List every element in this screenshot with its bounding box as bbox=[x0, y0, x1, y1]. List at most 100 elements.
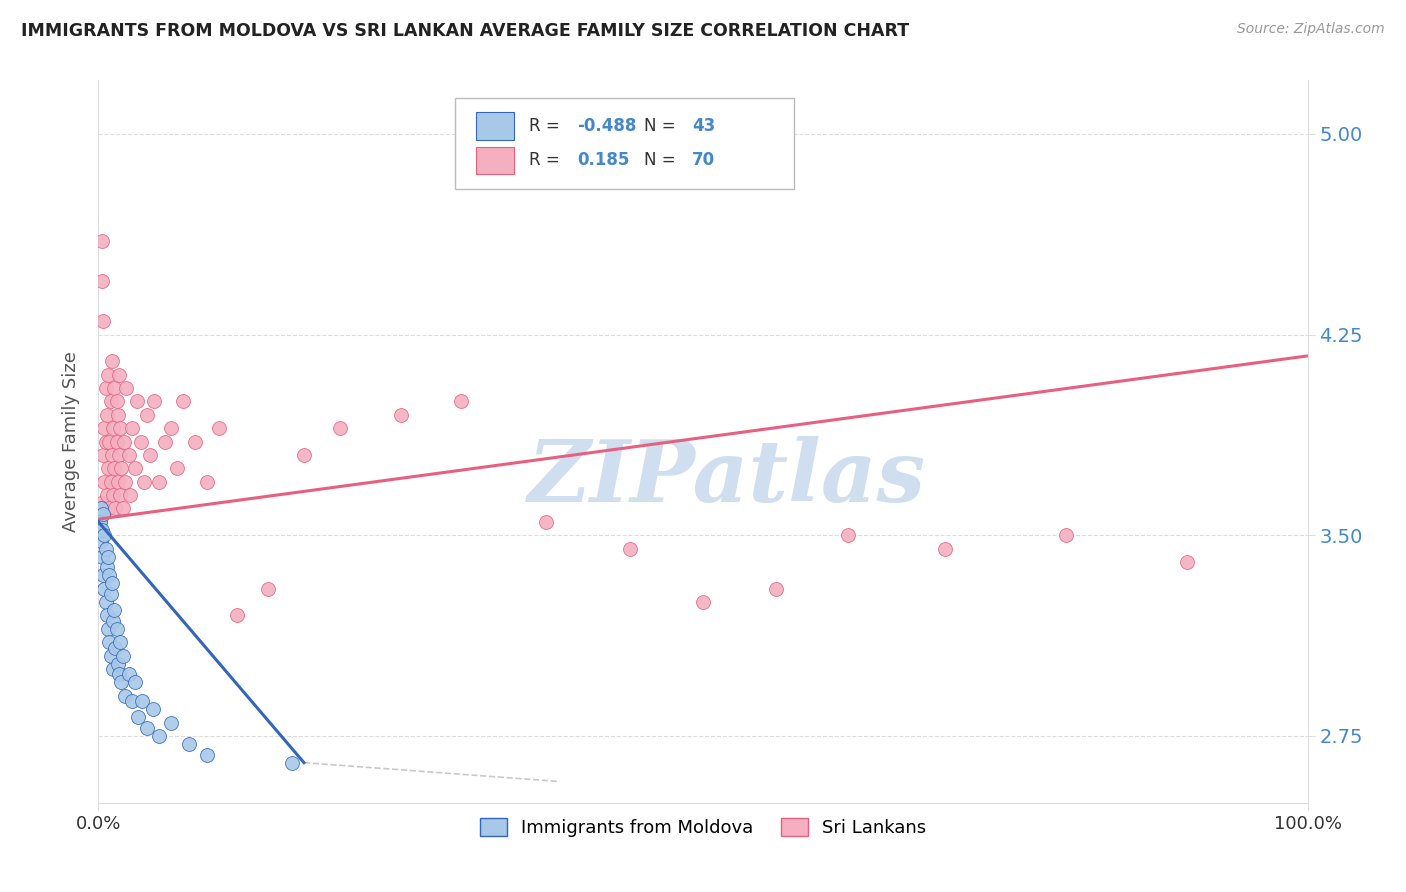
Point bbox=[135, 408, 157, 422]
Point bbox=[160, 715, 183, 730]
Point bbox=[139, 448, 162, 462]
Point bbox=[94, 595, 117, 609]
Point bbox=[91, 234, 114, 248]
Point bbox=[127, 710, 149, 724]
Point bbox=[90, 496, 112, 510]
Point bbox=[97, 461, 120, 475]
Point bbox=[389, 408, 412, 422]
Point bbox=[103, 461, 125, 475]
Point bbox=[111, 501, 134, 516]
Point bbox=[101, 614, 124, 628]
Point bbox=[91, 507, 114, 521]
Point bbox=[100, 354, 122, 368]
Point bbox=[692, 595, 714, 609]
Point bbox=[118, 448, 141, 462]
Point bbox=[93, 475, 115, 489]
Point bbox=[91, 568, 114, 582]
Point bbox=[97, 368, 120, 382]
Point bbox=[837, 528, 859, 542]
Text: Source: ZipAtlas.com: Source: ZipAtlas.com bbox=[1237, 22, 1385, 37]
Point bbox=[89, 515, 111, 529]
Point bbox=[208, 421, 231, 435]
Point bbox=[934, 541, 956, 556]
Point bbox=[98, 434, 121, 449]
Point bbox=[93, 528, 115, 542]
Point bbox=[619, 541, 641, 556]
Point bbox=[124, 461, 146, 475]
Point bbox=[450, 394, 472, 409]
Point bbox=[93, 421, 115, 435]
Point bbox=[166, 461, 188, 475]
Point bbox=[103, 381, 125, 395]
Point bbox=[115, 381, 138, 395]
Point bbox=[1175, 555, 1198, 569]
Point bbox=[108, 488, 131, 502]
Point bbox=[91, 274, 114, 288]
Point bbox=[195, 475, 218, 489]
Point bbox=[292, 448, 315, 462]
Text: 70: 70 bbox=[692, 152, 716, 169]
Point bbox=[114, 689, 136, 703]
Point bbox=[100, 576, 122, 591]
FancyBboxPatch shape bbox=[456, 98, 793, 189]
Point bbox=[96, 488, 118, 502]
Text: ZIPatlas: ZIPatlas bbox=[529, 436, 927, 519]
Point bbox=[94, 381, 117, 395]
Point bbox=[108, 667, 131, 681]
Point bbox=[256, 582, 278, 596]
Point bbox=[104, 501, 127, 516]
Point bbox=[101, 421, 124, 435]
Bar bbox=[475, 147, 515, 174]
Point bbox=[195, 747, 218, 762]
Bar bbox=[475, 112, 515, 139]
Point bbox=[100, 394, 122, 409]
Point bbox=[534, 515, 557, 529]
Point bbox=[105, 622, 128, 636]
Point bbox=[111, 648, 134, 663]
Point bbox=[107, 408, 129, 422]
Text: IMMIGRANTS FROM MOLDOVA VS SRI LANKAN AVERAGE FAMILY SIZE CORRELATION CHART: IMMIGRANTS FROM MOLDOVA VS SRI LANKAN AV… bbox=[21, 22, 910, 40]
Point bbox=[100, 587, 122, 601]
Point bbox=[108, 635, 131, 649]
Point bbox=[105, 434, 128, 449]
Point bbox=[112, 434, 135, 449]
Point bbox=[98, 568, 121, 582]
Point bbox=[98, 501, 121, 516]
Point bbox=[101, 488, 124, 502]
Point bbox=[101, 662, 124, 676]
Point bbox=[108, 448, 131, 462]
Point bbox=[148, 729, 170, 743]
Point bbox=[143, 394, 166, 409]
Point bbox=[96, 608, 118, 623]
Point bbox=[1054, 528, 1077, 542]
Point bbox=[108, 421, 131, 435]
Text: 0.185: 0.185 bbox=[578, 152, 630, 169]
Point bbox=[160, 421, 183, 435]
Point bbox=[179, 737, 201, 751]
Text: 43: 43 bbox=[692, 117, 716, 135]
Point bbox=[124, 675, 146, 690]
Legend: Immigrants from Moldova, Sri Lankans: Immigrants from Moldova, Sri Lankans bbox=[472, 811, 934, 845]
Text: -0.488: -0.488 bbox=[578, 117, 637, 135]
Point bbox=[121, 694, 143, 708]
Point bbox=[91, 314, 114, 328]
Point bbox=[90, 501, 112, 516]
Point bbox=[114, 475, 136, 489]
Point bbox=[93, 582, 115, 596]
Point bbox=[91, 523, 114, 537]
Point bbox=[108, 368, 131, 382]
Point bbox=[118, 667, 141, 681]
Point bbox=[91, 448, 114, 462]
Point bbox=[96, 408, 118, 422]
Text: N =: N = bbox=[644, 152, 681, 169]
Point bbox=[107, 475, 129, 489]
Point bbox=[135, 721, 157, 735]
Point bbox=[118, 488, 141, 502]
Point bbox=[105, 394, 128, 409]
Point bbox=[97, 549, 120, 564]
Y-axis label: Average Family Size: Average Family Size bbox=[62, 351, 80, 532]
Point bbox=[97, 622, 120, 636]
Point bbox=[281, 756, 304, 770]
Point bbox=[107, 657, 129, 671]
Point bbox=[110, 461, 132, 475]
